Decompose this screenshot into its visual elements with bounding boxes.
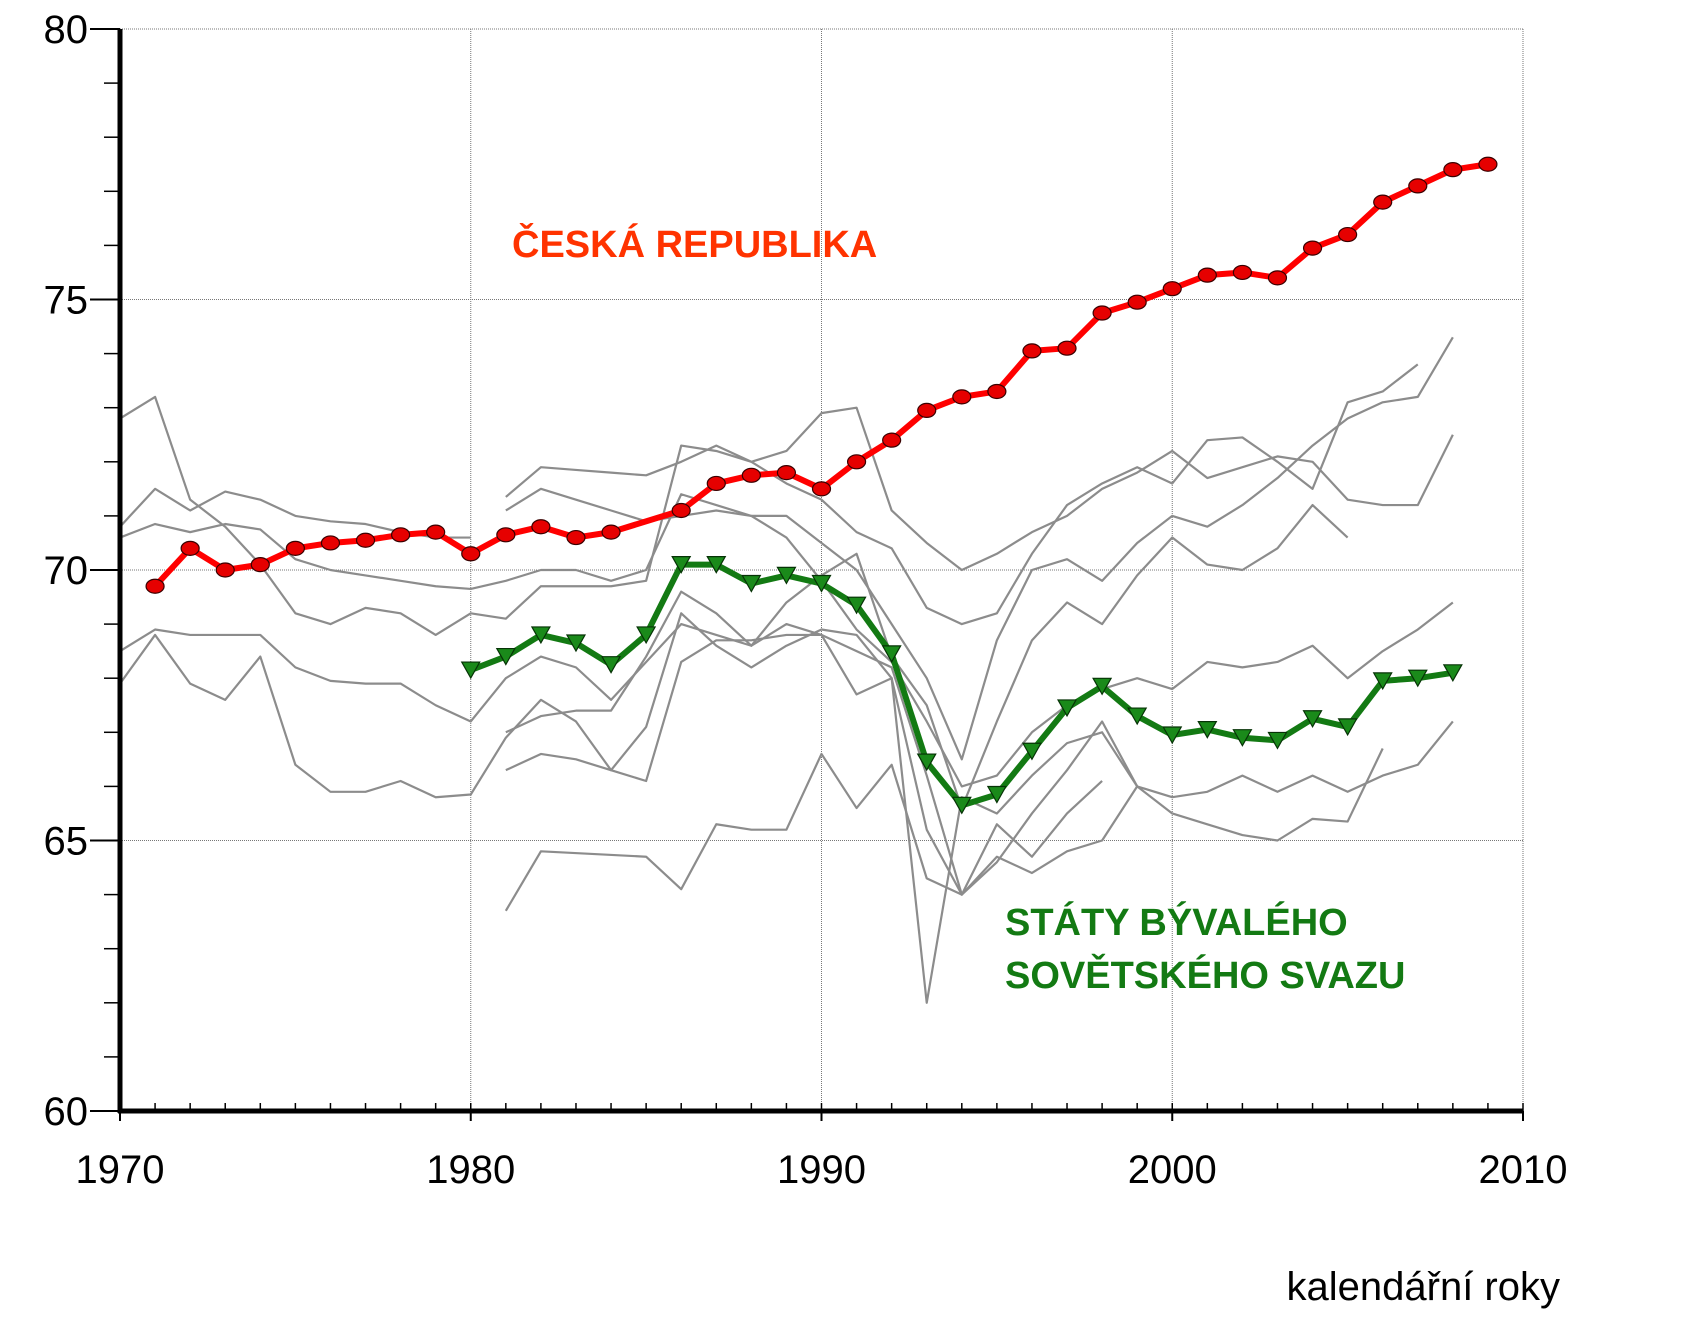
marker: [145, 578, 165, 594]
marker: [530, 626, 551, 645]
marker: [1022, 343, 1042, 359]
marker: [601, 656, 622, 674]
background-line: [119, 622, 1454, 896]
marker: [461, 546, 481, 562]
x-tick-label: 2000: [1128, 1148, 1217, 1192]
x-axis-label: kalendářní roky: [1287, 1265, 1560, 1309]
marker: [355, 532, 376, 548]
marker: [1478, 156, 1498, 172]
marker: [917, 402, 937, 419]
marker: [460, 661, 481, 680]
background-line: [119, 493, 1454, 788]
marker: [1092, 677, 1113, 696]
marker: [1372, 672, 1393, 691]
y-tick-label: 80: [44, 8, 89, 52]
marker: [320, 535, 341, 551]
marker: [1127, 294, 1147, 310]
background-line: [119, 395, 1454, 637]
annotation: STÁTY BÝVALÉHO: [1005, 900, 1348, 944]
marker: [987, 383, 1007, 400]
marker: [180, 540, 200, 556]
marker: [1232, 729, 1253, 747]
background-line: [504, 752, 1139, 912]
marker: [1302, 240, 1323, 256]
marker: [811, 574, 832, 593]
marker: [882, 432, 902, 448]
marker: [1092, 305, 1112, 321]
x-tick-label: 2010: [1479, 1148, 1568, 1192]
marker: [952, 389, 972, 405]
x-tick-label: 1970: [76, 1148, 165, 1192]
y-tick-label: 70: [44, 549, 89, 593]
marker: [495, 647, 516, 666]
marker: [1021, 742, 1042, 761]
background-line: [119, 487, 471, 539]
marker: [1197, 267, 1217, 283]
marker: [215, 562, 235, 578]
marker: [391, 527, 411, 543]
marker: [1232, 264, 1253, 281]
y-tick-label: 60: [44, 1090, 89, 1134]
annotation: SOVĚTSKÉHO SVAZU: [1005, 953, 1405, 997]
marker: [811, 481, 832, 497]
y-tick-label: 75: [44, 279, 89, 323]
marker: [1408, 178, 1428, 194]
marker: [1197, 720, 1218, 739]
marker: [1337, 718, 1358, 737]
marker: [846, 454, 867, 470]
marker: [1162, 281, 1182, 297]
marker: [1338, 226, 1358, 243]
marker: [881, 645, 902, 664]
marker: [1056, 699, 1078, 718]
marker: [566, 529, 586, 546]
background-line: [505, 336, 1454, 761]
background-line: [505, 363, 1419, 626]
marker: [565, 634, 587, 653]
y-tick-label: 65: [44, 820, 89, 864]
marker: [916, 753, 937, 772]
marker: [250, 556, 270, 573]
background-line: [119, 612, 1103, 896]
marker: [1057, 340, 1077, 356]
marker: [741, 574, 762, 593]
marker: [426, 524, 446, 540]
marker: [776, 566, 797, 585]
marker: [531, 519, 551, 535]
marker: [706, 475, 726, 492]
marker: [671, 502, 691, 519]
marker: [1127, 707, 1148, 726]
marker: [951, 796, 972, 815]
marker: [285, 540, 305, 556]
background-line: [505, 633, 1384, 1004]
marker: [846, 596, 867, 615]
marker: [636, 626, 657, 645]
marker: [986, 785, 1007, 804]
marker: [741, 467, 761, 483]
series-line: [469, 561, 1454, 809]
marker: [1443, 162, 1463, 178]
marker: [671, 555, 692, 574]
marker: [496, 527, 516, 543]
marker: [1407, 669, 1428, 688]
x-tick-label: 1990: [777, 1148, 866, 1192]
annotation: ČESKÁ REPUBLIKA: [512, 221, 877, 266]
marker: [1302, 710, 1323, 728]
marker: [1162, 726, 1183, 745]
background-line: [505, 503, 1349, 810]
marker: [1373, 194, 1393, 210]
marker: [1442, 664, 1463, 683]
x-tick-label: 1980: [426, 1148, 515, 1192]
marker: [706, 555, 727, 574]
marker: [776, 465, 797, 481]
marker: [1267, 270, 1288, 286]
marker: [1267, 731, 1288, 750]
marker: [601, 524, 621, 540]
